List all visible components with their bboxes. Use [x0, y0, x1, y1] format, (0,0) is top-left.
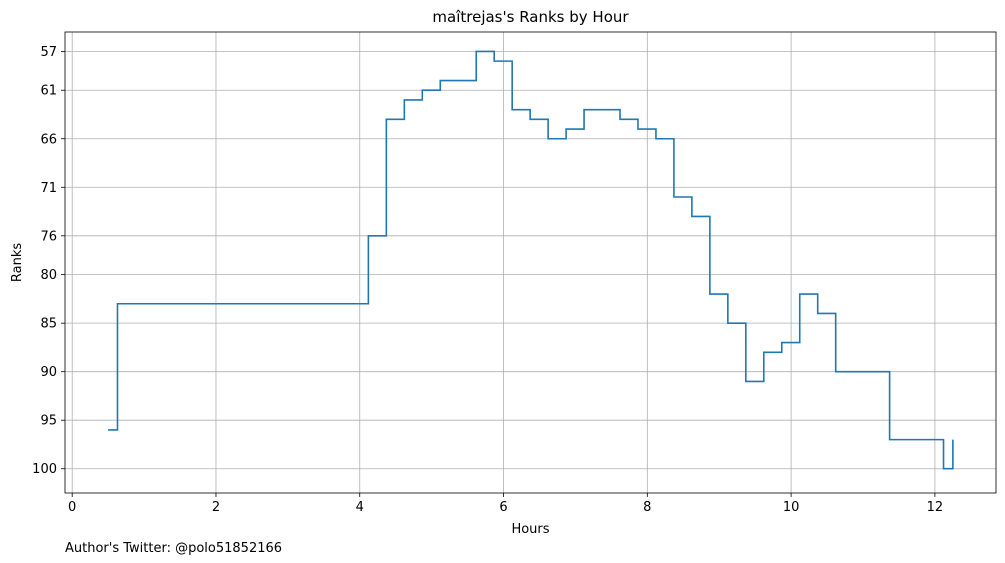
chart-title: maîtrejas's Ranks by Hour [432, 8, 629, 26]
y-tick-label: 66 [40, 132, 57, 147]
x-tick-label: 8 [643, 500, 651, 515]
ticks: 0 2 4 6 8 10 12 57 61 66 71 76 80 85 90 95 100 [32, 45, 943, 515]
y-tick-label: 100 [32, 462, 57, 477]
x-tick-label: 2 [212, 500, 220, 515]
y-tick-label: 57 [40, 45, 57, 60]
x-tick-label: 4 [356, 500, 364, 515]
x-tick-label: 0 [68, 500, 76, 515]
x-tick-label: 6 [499, 500, 507, 515]
y-tick-label: 71 [40, 181, 57, 196]
series-layer [108, 51, 953, 468]
y-tick-label: 80 [40, 268, 57, 283]
y-tick-label: 90 [40, 365, 57, 380]
x-tick-label: 10 [783, 500, 800, 515]
x-tick-label: 12 [927, 500, 944, 515]
author-credit: Author's Twitter: @polo51852166 [65, 541, 282, 556]
y-tick-label: 95 [40, 414, 57, 429]
rank-series-line [108, 51, 953, 468]
x-axis-label: Hours [511, 522, 549, 537]
y-axis-label: Ranks [10, 243, 25, 282]
y-tick-label: 85 [40, 317, 57, 332]
y-tick-label: 61 [40, 84, 57, 99]
plot-frame [65, 32, 996, 493]
grid [65, 32, 996, 493]
y-tick-label: 76 [40, 229, 57, 244]
